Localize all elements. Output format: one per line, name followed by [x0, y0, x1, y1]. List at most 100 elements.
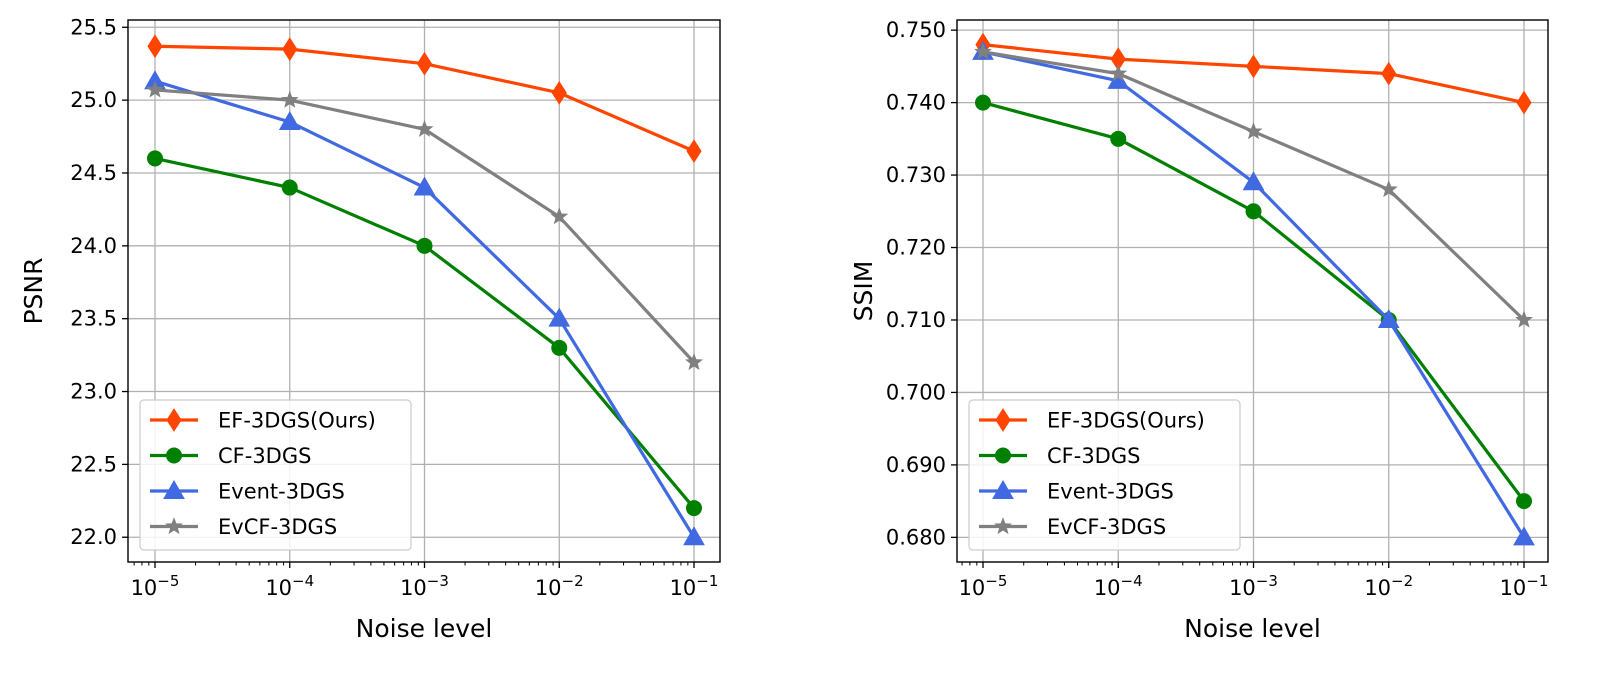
data-point — [278, 110, 301, 130]
legend-label: Event-3DGS — [1047, 480, 1174, 504]
data-point — [1109, 64, 1128, 82]
y-axis-label: SSIM — [849, 261, 878, 322]
y-tick-label: 23.0 — [70, 380, 117, 404]
data-point — [974, 42, 992, 60]
y-tick-label: 0.680 — [886, 525, 946, 549]
legend: EF-3DGS(Ours) CF-3DGS Event-3DGS EvCF-3DGS — [968, 399, 1241, 551]
y-tick-label: 22.5 — [70, 452, 117, 476]
x-tick-label: 10−1 — [1500, 572, 1549, 600]
y-tick-label: 0.710 — [886, 308, 946, 332]
data-point — [550, 207, 569, 225]
data-point — [1242, 171, 1265, 191]
y-axis: 22.0 22.5 23.0 23.5 24.0 24.5 25.0 25.5 — [70, 15, 128, 549]
series-event-3dgs — [972, 40, 1535, 546]
x-tick-label: 10−3 — [1229, 572, 1278, 600]
legend-marker — [165, 517, 183, 535]
data-point — [146, 80, 164, 98]
data-point — [147, 150, 163, 167]
legend-entry: Event-3DGS — [979, 480, 1174, 504]
data-point — [282, 37, 298, 62]
data-point — [416, 51, 433, 76]
legend-label: EF-3DGS(Ours) — [1047, 409, 1205, 433]
plot-frame — [956, 19, 1549, 563]
y-axis-label: PSNR — [19, 257, 48, 324]
data-point — [281, 179, 298, 196]
y-tick-label: 23.5 — [70, 307, 117, 331]
legend-marker — [166, 447, 182, 464]
y-tick-label: 22.0 — [70, 525, 117, 549]
series-event-3dgs — [144, 70, 705, 546]
legend-label: EF-3DGS(Ours) — [218, 409, 376, 433]
data-point — [551, 80, 567, 105]
x-axis-label: Noise level — [356, 614, 493, 643]
y-tick-label: 24.0 — [70, 234, 117, 258]
legend-marker — [992, 479, 1014, 499]
legend-marker — [166, 408, 182, 432]
y-tick-label: 25.5 — [70, 15, 117, 39]
legend-box — [968, 399, 1241, 551]
y-tick-label: 25.0 — [70, 88, 117, 112]
x-tick-label: 10−3 — [400, 572, 449, 600]
y-tick-label: 0.690 — [886, 453, 946, 477]
series-evcf-3dgs — [974, 42, 1533, 328]
x-axis: 10−5 10−4 10−3 10−2 10−1 — [959, 562, 1549, 600]
data-point — [415, 119, 434, 137]
series-ef-3dgs-ours- — [975, 32, 1532, 115]
series-cf-3dgs — [147, 150, 702, 517]
data-point — [683, 526, 705, 546]
x-tick-label: 10−5 — [131, 572, 180, 600]
legend-entry: EvCF-3DGS — [150, 515, 337, 539]
data-point — [1515, 310, 1533, 328]
data-point — [1513, 526, 1535, 546]
y-axis: 0.680 0.690 0.700 0.710 0.720 0.730 0.740 0.750 — [886, 18, 957, 549]
data-point — [413, 176, 436, 196]
data-point — [416, 237, 433, 254]
data-point — [280, 90, 299, 108]
data-point — [548, 307, 571, 327]
data-point — [686, 500, 702, 517]
legend-box — [139, 399, 412, 551]
data-point — [1516, 493, 1532, 510]
x-tick-label: 10−2 — [1364, 572, 1413, 600]
data-point — [1244, 122, 1263, 140]
x-tick-label: 10−5 — [959, 572, 1008, 600]
chart-1: 22.0 22.5 23.0 23.5 24.0 24.5 25.0 25.5 10−5 10−4… — [19, 15, 721, 643]
legend: EF-3DGS(Ours) CF-3DGS Event-3DGS EvCF-3DGS — [139, 399, 412, 551]
data-point — [1245, 203, 1262, 220]
legend-marker — [995, 408, 1011, 432]
x-tick-label: 10−4 — [265, 572, 314, 600]
data-point — [1379, 180, 1398, 198]
data-point — [1245, 54, 1262, 79]
legend-label: EvCF-3DGS — [1047, 515, 1166, 539]
legend-entry: CF-3DGS — [150, 444, 311, 468]
x-tick-label: 10−2 — [535, 572, 584, 600]
x-axis: 10−5 10−4 10−3 10−2 10−1 — [131, 562, 719, 600]
y-tick-label: 0.750 — [886, 18, 946, 42]
y-tick-label: 0.720 — [886, 236, 946, 260]
data-point — [1377, 308, 1400, 328]
data-point — [1516, 90, 1532, 115]
data-point — [1110, 130, 1127, 147]
legend-entry: EvCF-3DGS — [979, 515, 1166, 539]
series-ef-3dgs-ours- — [147, 34, 702, 164]
y-tick-label: 0.700 — [886, 380, 946, 404]
legend-entry: EF-3DGS(Ours) — [150, 408, 376, 433]
data-point — [551, 339, 568, 356]
legend-marker — [994, 517, 1012, 535]
data-point — [1381, 61, 1397, 86]
y-tick-label: 24.5 — [70, 161, 117, 185]
legend-label: CF-3DGS — [218, 444, 311, 468]
legend-entry: CF-3DGS — [979, 444, 1140, 468]
x-tick-label: 10−4 — [1094, 572, 1143, 600]
chart-2: 0.680 0.690 0.700 0.710 0.720 0.730 0.740 0.750… — [849, 18, 1549, 643]
x-axis-label: Noise level — [1184, 614, 1321, 643]
data-point — [686, 139, 702, 164]
series-evcf-3dgs — [146, 80, 703, 370]
legend-entry: EF-3DGS(Ours) — [979, 408, 1205, 433]
legend-label: Event-3DGS — [218, 480, 345, 504]
data-point — [147, 34, 163, 59]
data-point — [685, 352, 703, 370]
x-tick-label: 10−1 — [670, 572, 719, 600]
legend-label: CF-3DGS — [1047, 444, 1140, 468]
